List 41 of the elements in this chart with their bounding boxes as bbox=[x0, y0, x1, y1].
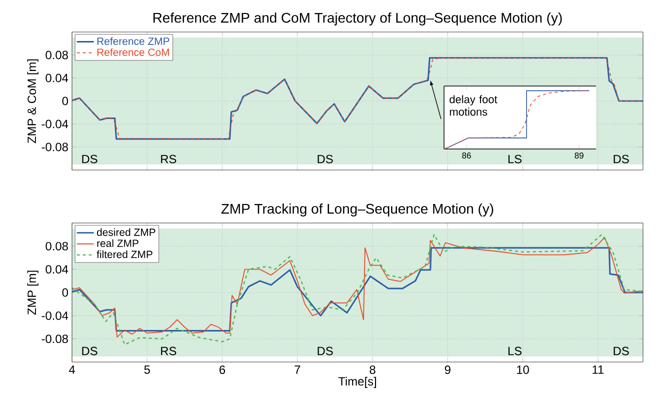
band-label: RS bbox=[161, 346, 176, 356]
y-axis-title: ZMP & CoM [m] bbox=[27, 59, 38, 144]
y-tick-label: 0.08 bbox=[46, 242, 68, 250]
x-tick-label: 10 bbox=[517, 366, 529, 374]
band-label: LS bbox=[508, 154, 522, 164]
x-tick-label: 6 bbox=[220, 366, 226, 374]
y-tick-label: -0.08 bbox=[42, 142, 68, 152]
band-label: DS bbox=[614, 346, 629, 356]
y-tick-label: 0.08 bbox=[46, 50, 68, 60]
legend-label: Reference CoM bbox=[97, 48, 169, 56]
band-label: DS bbox=[318, 154, 333, 164]
band-label: LS bbox=[508, 346, 522, 356]
x-tick-label: 9 bbox=[444, 366, 450, 374]
band-label: DS bbox=[318, 346, 333, 356]
x-tick-label: 5 bbox=[144, 366, 150, 374]
x-tick-label: 86 bbox=[462, 152, 471, 159]
x-tick-label: 7 bbox=[294, 366, 300, 374]
y-tick-label: 0 bbox=[62, 96, 68, 106]
annotation: delay foot motions bbox=[450, 95, 498, 116]
band-label: RS bbox=[161, 154, 176, 164]
y-tick-label: -0.04 bbox=[42, 120, 68, 128]
chart-title: ZMP Tracking of Long–Sequence Motion (y) bbox=[221, 204, 494, 216]
band-label: DS bbox=[82, 154, 98, 164]
x-axis-title: Time[s] bbox=[338, 376, 376, 388]
legend-label: desired ZMP bbox=[96, 228, 156, 236]
x-tick-label: 8 bbox=[370, 366, 376, 374]
y-tick-label: 0.04 bbox=[46, 74, 68, 82]
x-tick-label: 11 bbox=[592, 366, 604, 374]
y-tick-label: 0.04 bbox=[46, 265, 68, 274]
band-label: DS bbox=[82, 346, 98, 356]
y-tick-label: -0.04 bbox=[42, 311, 68, 320]
y-tick-label: -0.08 bbox=[42, 334, 68, 344]
legend-label: Reference ZMP bbox=[97, 37, 170, 45]
legend-label: filtered ZMP bbox=[96, 250, 152, 258]
legend-label: real ZMP bbox=[97, 239, 138, 248]
x-tick-label: 4 bbox=[68, 366, 75, 374]
chart-title: Reference ZMP and CoM Trajectory of Long–Sequence Motion (y) bbox=[153, 12, 562, 26]
band-label: DS bbox=[614, 154, 629, 164]
y-axis-title: ZMP [m] bbox=[27, 270, 38, 315]
x-tick-label: 89 bbox=[574, 152, 584, 159]
y-tick-label: 0 bbox=[62, 288, 68, 297]
